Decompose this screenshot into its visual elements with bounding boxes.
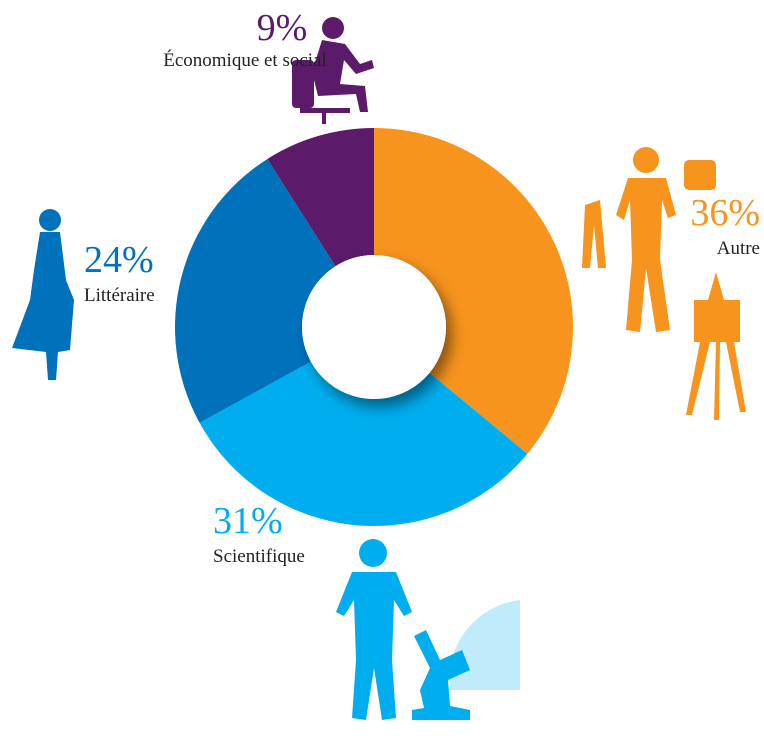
value-label: 24% <box>84 239 154 281</box>
icon-boy-microscope <box>336 539 520 720</box>
donut-slice <box>267 128 374 267</box>
donut-slice <box>374 128 573 454</box>
category-label: Autre <box>717 238 760 259</box>
icon-standing-man <box>582 147 746 420</box>
category-label: Économique et social <box>163 49 327 71</box>
value-label: 36% <box>690 192 760 234</box>
donut-hole <box>302 255 446 399</box>
value-label: 31% <box>213 500 283 542</box>
value-label: 9% <box>257 7 308 49</box>
category-label: Littéraire <box>84 285 155 306</box>
labels: 36% Autre 31% Scientifique 24% Littéraire 9%Éc… <box>84 7 760 567</box>
donut <box>175 128 573 526</box>
icon-seated-person <box>292 17 374 124</box>
donut-slice <box>199 361 528 526</box>
icon-woman <box>12 209 74 380</box>
category-label: Scientifique <box>213 546 305 567</box>
donut-slice <box>175 158 336 423</box>
